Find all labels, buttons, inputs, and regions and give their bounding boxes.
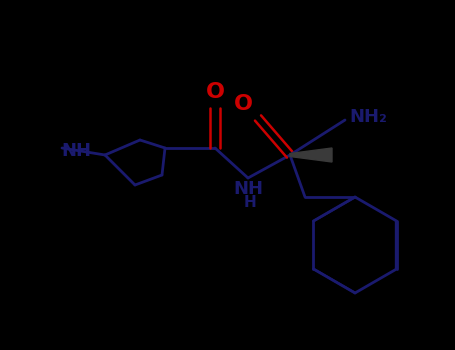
Text: NH: NH xyxy=(233,180,263,198)
Text: NH₂: NH₂ xyxy=(349,108,387,126)
Text: NH: NH xyxy=(61,142,91,160)
Text: O: O xyxy=(234,94,253,114)
Text: O: O xyxy=(206,82,224,102)
Text: H: H xyxy=(243,195,256,210)
Polygon shape xyxy=(290,148,332,162)
